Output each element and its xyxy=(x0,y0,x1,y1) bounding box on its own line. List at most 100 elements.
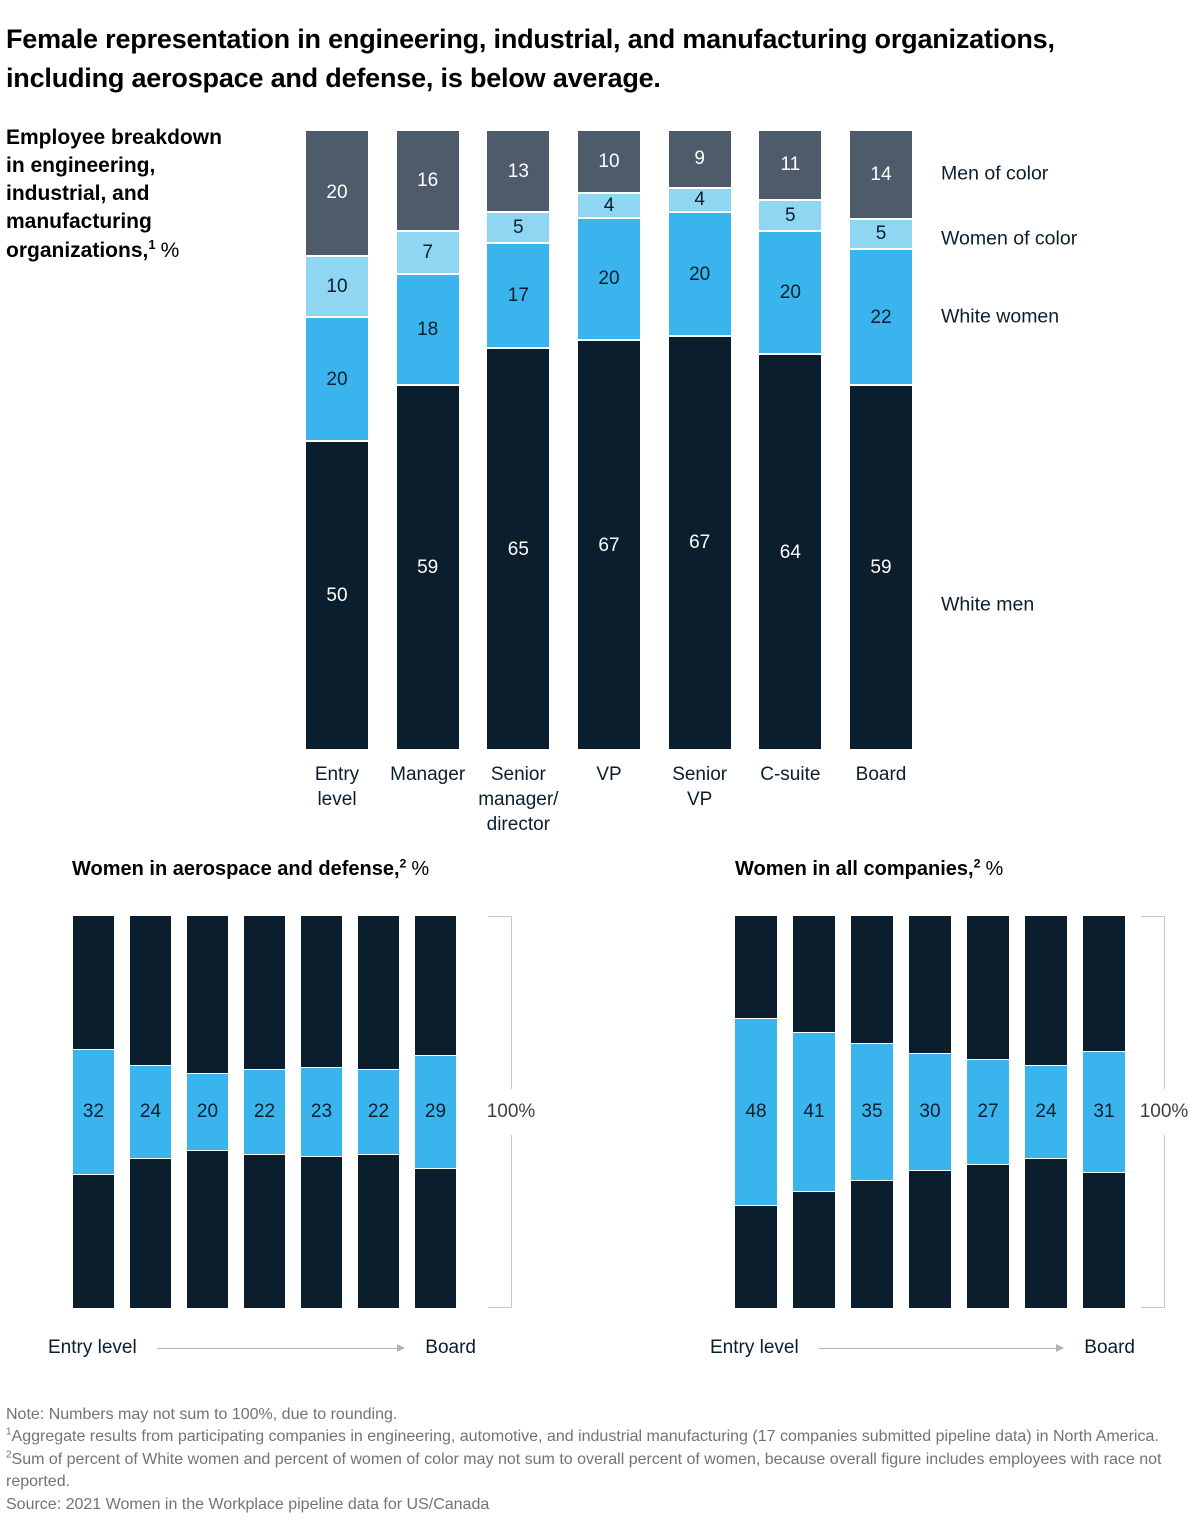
bar-segment-men-of-color: 11 xyxy=(759,131,822,199)
bar-segment-white-men: 67 xyxy=(668,334,731,749)
mini-bar-chart-aerospace-defense: 32 24 20 22 23 22 29 xyxy=(73,916,456,1308)
stacked-bar-4: 10 4 20 67 xyxy=(578,131,640,749)
bar-segment-white-women: 20 xyxy=(578,216,640,340)
bar-segment-white-women: 20 xyxy=(306,316,368,440)
chart-x-axis: Entry level Manager Senior manager/ direct… xyxy=(306,762,912,854)
footnote-2: 2Sum of percent of White women and perce… xyxy=(6,1449,1162,1491)
women-share-band: 48 xyxy=(735,1017,777,1207)
women-share-band: 41 xyxy=(793,1031,835,1193)
women-share-band: 31 xyxy=(1083,1051,1125,1173)
stacked-bar-2: 16 7 18 59 xyxy=(396,131,459,749)
legend-label-women-of-color: Women of color xyxy=(941,227,1078,250)
chart-title-aerospace-defense: Women in aerospace and defense,2% xyxy=(72,856,430,880)
pipeline-stage-bar-6: 22 xyxy=(358,916,399,1308)
bar-segment-women-of-color: 4 xyxy=(668,186,731,212)
bar-segment-white-men: 50 xyxy=(306,439,368,749)
bar-segment-men-of-color: 9 xyxy=(668,131,731,187)
pipeline-stage-bar-5: 27 xyxy=(967,916,1009,1308)
unit-label: % xyxy=(411,858,430,880)
bar-segment-women-of-color: 7 xyxy=(396,229,459,274)
women-share-band: 22 xyxy=(244,1068,285,1156)
x-axis-all-companies: Entry level Board xyxy=(710,1337,1135,1359)
women-share-band: 24 xyxy=(130,1064,171,1160)
legend-label-white-men: White men xyxy=(941,593,1035,616)
bar-segment-women-of-color: 5 xyxy=(487,211,550,243)
page-title: Female representation in engineering, in… xyxy=(6,24,1055,94)
chart-y-axis-label: Employee breakdown in engineering, indus… xyxy=(6,124,296,265)
bar-segment-men-of-color: 16 xyxy=(396,131,459,230)
stacked-bar-1: 20 10 20 50 xyxy=(306,131,368,749)
bar-segment-white-women: 20 xyxy=(668,211,731,335)
women-share-band: 24 xyxy=(1025,1064,1067,1160)
pipeline-stage-bar-6: 24 xyxy=(1025,916,1067,1308)
scale-label: 100% xyxy=(1136,1089,1192,1135)
scale-bracket: 100% xyxy=(1136,916,1192,1308)
y-label-line: Employee breakdown xyxy=(6,126,222,149)
bar-segment-men-of-color: 14 xyxy=(850,131,912,218)
pipeline-stage-bar-4: 30 xyxy=(909,916,951,1308)
bar-segment-white-women: 17 xyxy=(487,242,550,348)
category-label: C-suite xyxy=(760,764,821,785)
bar-segment-men-of-color: 13 xyxy=(487,131,550,212)
women-share-band: 22 xyxy=(358,1068,399,1156)
x-axis-aerospace-defense: Entry level Board xyxy=(48,1337,476,1359)
legend-label-white-women: White women xyxy=(941,305,1060,328)
footnote-rounding: Note: Numbers may not sum to 100%, due t… xyxy=(6,1406,398,1423)
stacked-bar-5: 9 4 20 67 xyxy=(668,131,731,749)
bar-segment-white-men: 59 xyxy=(396,384,459,749)
pipeline-stage-bar-3: 20 xyxy=(187,916,228,1308)
arrow-right-icon xyxy=(818,1344,1065,1352)
y-label-line: industrial, and xyxy=(6,182,150,206)
footnote-marker: 2 xyxy=(973,856,981,871)
chart-title-all-companies: Women in all companies,2% xyxy=(735,856,1004,880)
stacked-bar-chart: 20 10 20 50 16 7 18 59 13 5 17 65 10 4 20 67 9 4 20 67 11 5 20… xyxy=(306,131,912,749)
bar-segment-white-women: 22 xyxy=(850,248,912,385)
unit-label: % xyxy=(160,238,180,262)
footnote-1: 1Aggregate results from participating co… xyxy=(6,1427,1159,1446)
bar-segment-women-of-color: 5 xyxy=(759,198,822,230)
stacked-bar-3: 13 5 17 65 xyxy=(487,131,550,749)
unit-label: % xyxy=(985,858,1004,880)
pipeline-stage-bar-1: 32 xyxy=(73,916,114,1308)
women-share-band: 27 xyxy=(967,1059,1009,1165)
footnotes: Note: Numbers may not sum to 100%, due t… xyxy=(6,1404,1194,1516)
pipeline-stage-bar-7: 29 xyxy=(415,916,456,1308)
women-share-band: 35 xyxy=(851,1043,893,1181)
category-label: Entry level xyxy=(314,764,360,811)
y-label-line: manufacturing xyxy=(6,210,152,234)
women-share-band: 32 xyxy=(73,1049,114,1175)
legend-label-men-of-color: Men of color xyxy=(941,162,1049,185)
bar-segment-white-men: 65 xyxy=(487,347,550,749)
y-label-line: in engineering, xyxy=(6,154,156,178)
bar-segment-women-of-color: 4 xyxy=(578,192,640,217)
axis-end-label: Board xyxy=(425,1337,476,1358)
bar-segment-women-of-color: 10 xyxy=(306,254,368,317)
category-label: Senior VP xyxy=(672,764,728,811)
women-share-band: 20 xyxy=(187,1072,228,1152)
chart-legend: Men of color Women of color White women Whi… xyxy=(941,131,1196,749)
women-share-band: 23 xyxy=(301,1066,342,1158)
pipeline-stage-bar-3: 35 xyxy=(851,916,893,1308)
arrow-right-icon xyxy=(156,1344,406,1352)
bar-segment-men-of-color: 20 xyxy=(306,131,368,255)
pipeline-stage-bar-5: 23 xyxy=(301,916,342,1308)
stacked-bar-7: 14 5 22 59 xyxy=(850,131,912,749)
pipeline-stage-bar-2: 41 xyxy=(793,916,835,1308)
scale-bracket: 100% xyxy=(483,916,539,1308)
pipeline-stage-bar-4: 22 xyxy=(244,916,285,1308)
footnote-marker: 1 xyxy=(148,236,156,252)
pipeline-stage-bar-2: 24 xyxy=(130,916,171,1308)
category-label: Manager xyxy=(390,764,466,785)
axis-start-label: Entry level xyxy=(48,1337,137,1358)
axis-end-label: Board xyxy=(1084,1337,1135,1358)
mini-bar-chart-all-companies: 48 41 35 30 27 24 31 xyxy=(735,916,1125,1308)
stacked-bar-6: 11 5 20 64 xyxy=(759,131,822,749)
women-share-band: 29 xyxy=(415,1055,456,1169)
y-label-line: organizations,1% xyxy=(6,236,180,262)
bar-segment-white-men: 67 xyxy=(578,339,640,749)
axis-start-label: Entry level xyxy=(710,1337,799,1358)
scale-label: 100% xyxy=(483,1089,539,1135)
women-share-band: 30 xyxy=(909,1053,951,1171)
category-label: Board xyxy=(855,764,907,785)
